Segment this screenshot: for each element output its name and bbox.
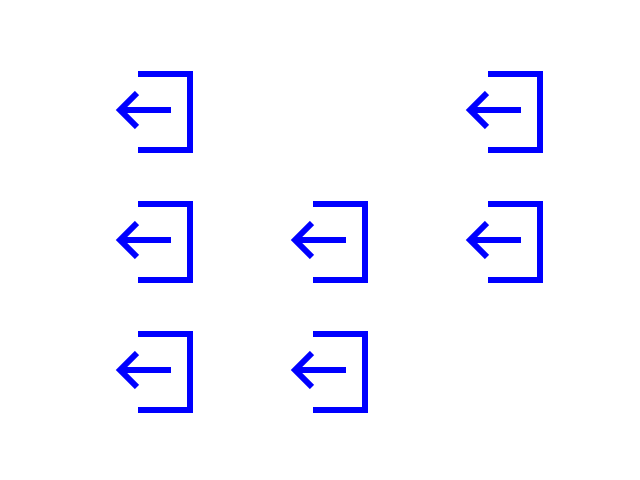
login-arrow-icon-graphic xyxy=(115,71,193,153)
login-arrow-icon[interactable] xyxy=(285,327,375,417)
login-arrow-icon[interactable] xyxy=(110,327,200,417)
login-arrow-icon-graphic xyxy=(115,331,193,413)
login-arrow-icon-graphic xyxy=(290,201,368,283)
login-arrow-icon[interactable] xyxy=(460,67,550,157)
login-arrow-icon[interactable] xyxy=(285,197,375,287)
login-arrow-icon[interactable] xyxy=(460,197,550,287)
login-arrow-icon[interactable] xyxy=(110,67,200,157)
login-arrow-icon-graphic xyxy=(465,201,543,283)
login-arrow-icon-graphic xyxy=(115,201,193,283)
login-arrow-icon-graphic xyxy=(465,71,543,153)
login-arrow-icon-graphic xyxy=(290,331,368,413)
login-arrow-icon[interactable] xyxy=(110,197,200,287)
